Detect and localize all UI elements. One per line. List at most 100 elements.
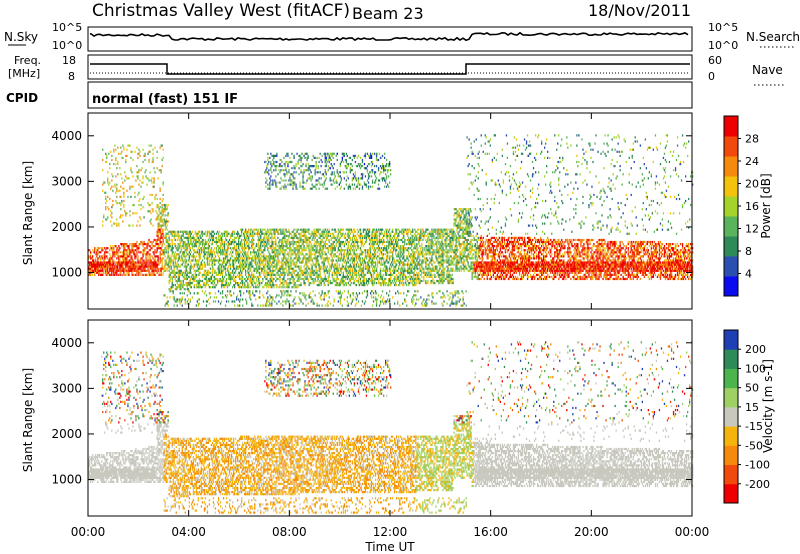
heatmap-cell	[230, 251, 231, 253]
heatmap-cell	[107, 268, 108, 270]
heatmap-cell	[332, 261, 333, 263]
heatmap-cell	[297, 237, 298, 239]
heatmap-cell	[325, 251, 326, 253]
heatmap-cell	[310, 175, 311, 177]
heatmap-cell	[302, 163, 303, 165]
heatmap-cell	[267, 290, 268, 292]
heatmap-cell	[187, 300, 188, 302]
heatmap-cell	[157, 241, 158, 243]
heatmap-cell	[166, 204, 167, 206]
heatmap-cell	[186, 276, 187, 278]
heatmap-cell	[169, 270, 170, 272]
heatmap-cell	[230, 290, 231, 292]
heatmap-cell	[284, 251, 285, 253]
heatmap-cell	[227, 253, 228, 255]
heatmap-cell	[337, 274, 338, 276]
heatmap-cell	[257, 270, 258, 272]
heatmap-cell	[218, 261, 219, 263]
heatmap-cell	[244, 235, 245, 237]
heatmap-cell	[337, 276, 338, 278]
heatmap-cell	[344, 257, 345, 259]
heatmap-cell	[346, 284, 347, 286]
heatmap-cell	[116, 184, 117, 186]
heatmap-cell	[113, 249, 114, 251]
heatmap-cell	[234, 247, 235, 249]
heatmap-cell	[273, 163, 274, 165]
heatmap-cell	[119, 167, 120, 169]
heatmap-cell	[324, 282, 325, 284]
heatmap-cell	[189, 251, 190, 253]
heatmap-cell	[356, 270, 357, 272]
heatmap-cell	[133, 251, 134, 253]
heatmap-cell	[173, 247, 174, 249]
heatmap-cell	[301, 292, 302, 294]
heatmap-cell	[238, 268, 239, 270]
heatmap-cell	[308, 272, 309, 274]
heatmap-cell	[318, 165, 319, 167]
heatmap-cell	[149, 171, 150, 173]
heatmap-cell	[237, 249, 238, 251]
heatmap-cell	[314, 249, 315, 251]
heatmap-cell	[110, 220, 111, 222]
heatmap-cell	[283, 186, 284, 188]
heatmap-cell	[246, 300, 247, 302]
heatmap-cell	[202, 235, 203, 237]
heatmap-cell	[157, 198, 158, 200]
heatmap-cell	[288, 255, 289, 257]
heatmap-cell	[213, 239, 214, 241]
heatmap-cell	[305, 165, 306, 167]
heatmap-cell	[313, 155, 314, 157]
heatmap-cell	[136, 241, 137, 243]
heatmap-cell	[331, 266, 332, 268]
heatmap-cell	[228, 270, 229, 272]
heatmap-cell	[317, 247, 318, 249]
heatmap-cell	[302, 259, 303, 261]
heatmap-cell	[313, 247, 314, 249]
heatmap-cell	[355, 278, 356, 280]
heatmap-cell	[267, 157, 268, 159]
heatmap-cell	[107, 274, 108, 276]
heatmap-cell	[321, 268, 322, 270]
heatmap-cell	[140, 169, 141, 171]
heatmap-cell	[266, 235, 267, 237]
heatmap-cell	[181, 282, 182, 284]
heatmap-cell	[159, 223, 160, 225]
heatmap-cell	[342, 243, 343, 245]
heatmap-cell	[167, 303, 168, 305]
heatmap-cell	[242, 284, 243, 286]
heatmap-cell	[187, 303, 188, 305]
heatmap-cell	[302, 186, 303, 188]
heatmap-cell	[142, 149, 143, 151]
heatmap-cell	[341, 294, 342, 296]
heatmap-cell	[196, 274, 197, 276]
heatmap-cell	[261, 272, 262, 274]
heatmap-cell	[173, 251, 174, 253]
heatmap-cell	[339, 266, 340, 268]
heatmap-cell	[212, 282, 213, 284]
heatmap-cell	[303, 245, 304, 247]
heatmap-cell	[285, 268, 286, 270]
heatmap-cell	[245, 239, 246, 241]
heatmap-cell	[271, 303, 272, 305]
heatmap-cell	[272, 272, 273, 274]
heatmap-cell	[273, 261, 274, 263]
heatmap-cell	[245, 278, 246, 280]
heatmap-cell	[292, 259, 293, 261]
heatmap-cell	[281, 290, 282, 292]
heatmap-cell	[315, 237, 316, 239]
heatmap-cell	[165, 294, 166, 296]
heatmap-cell	[219, 257, 220, 259]
heatmap-cell	[158, 255, 159, 257]
heatmap-cell	[290, 247, 291, 249]
heatmap-cell	[245, 270, 246, 272]
heatmap-cell	[211, 276, 212, 278]
heatmap-cell	[342, 292, 343, 294]
heatmap-cell	[321, 298, 322, 300]
heatmap-cell	[138, 264, 139, 266]
heatmap-cell	[270, 231, 271, 233]
heatmap-cell	[184, 274, 185, 276]
heatmap-cell	[222, 292, 223, 294]
heatmap-cell	[150, 272, 151, 274]
heatmap-cell	[356, 264, 357, 266]
